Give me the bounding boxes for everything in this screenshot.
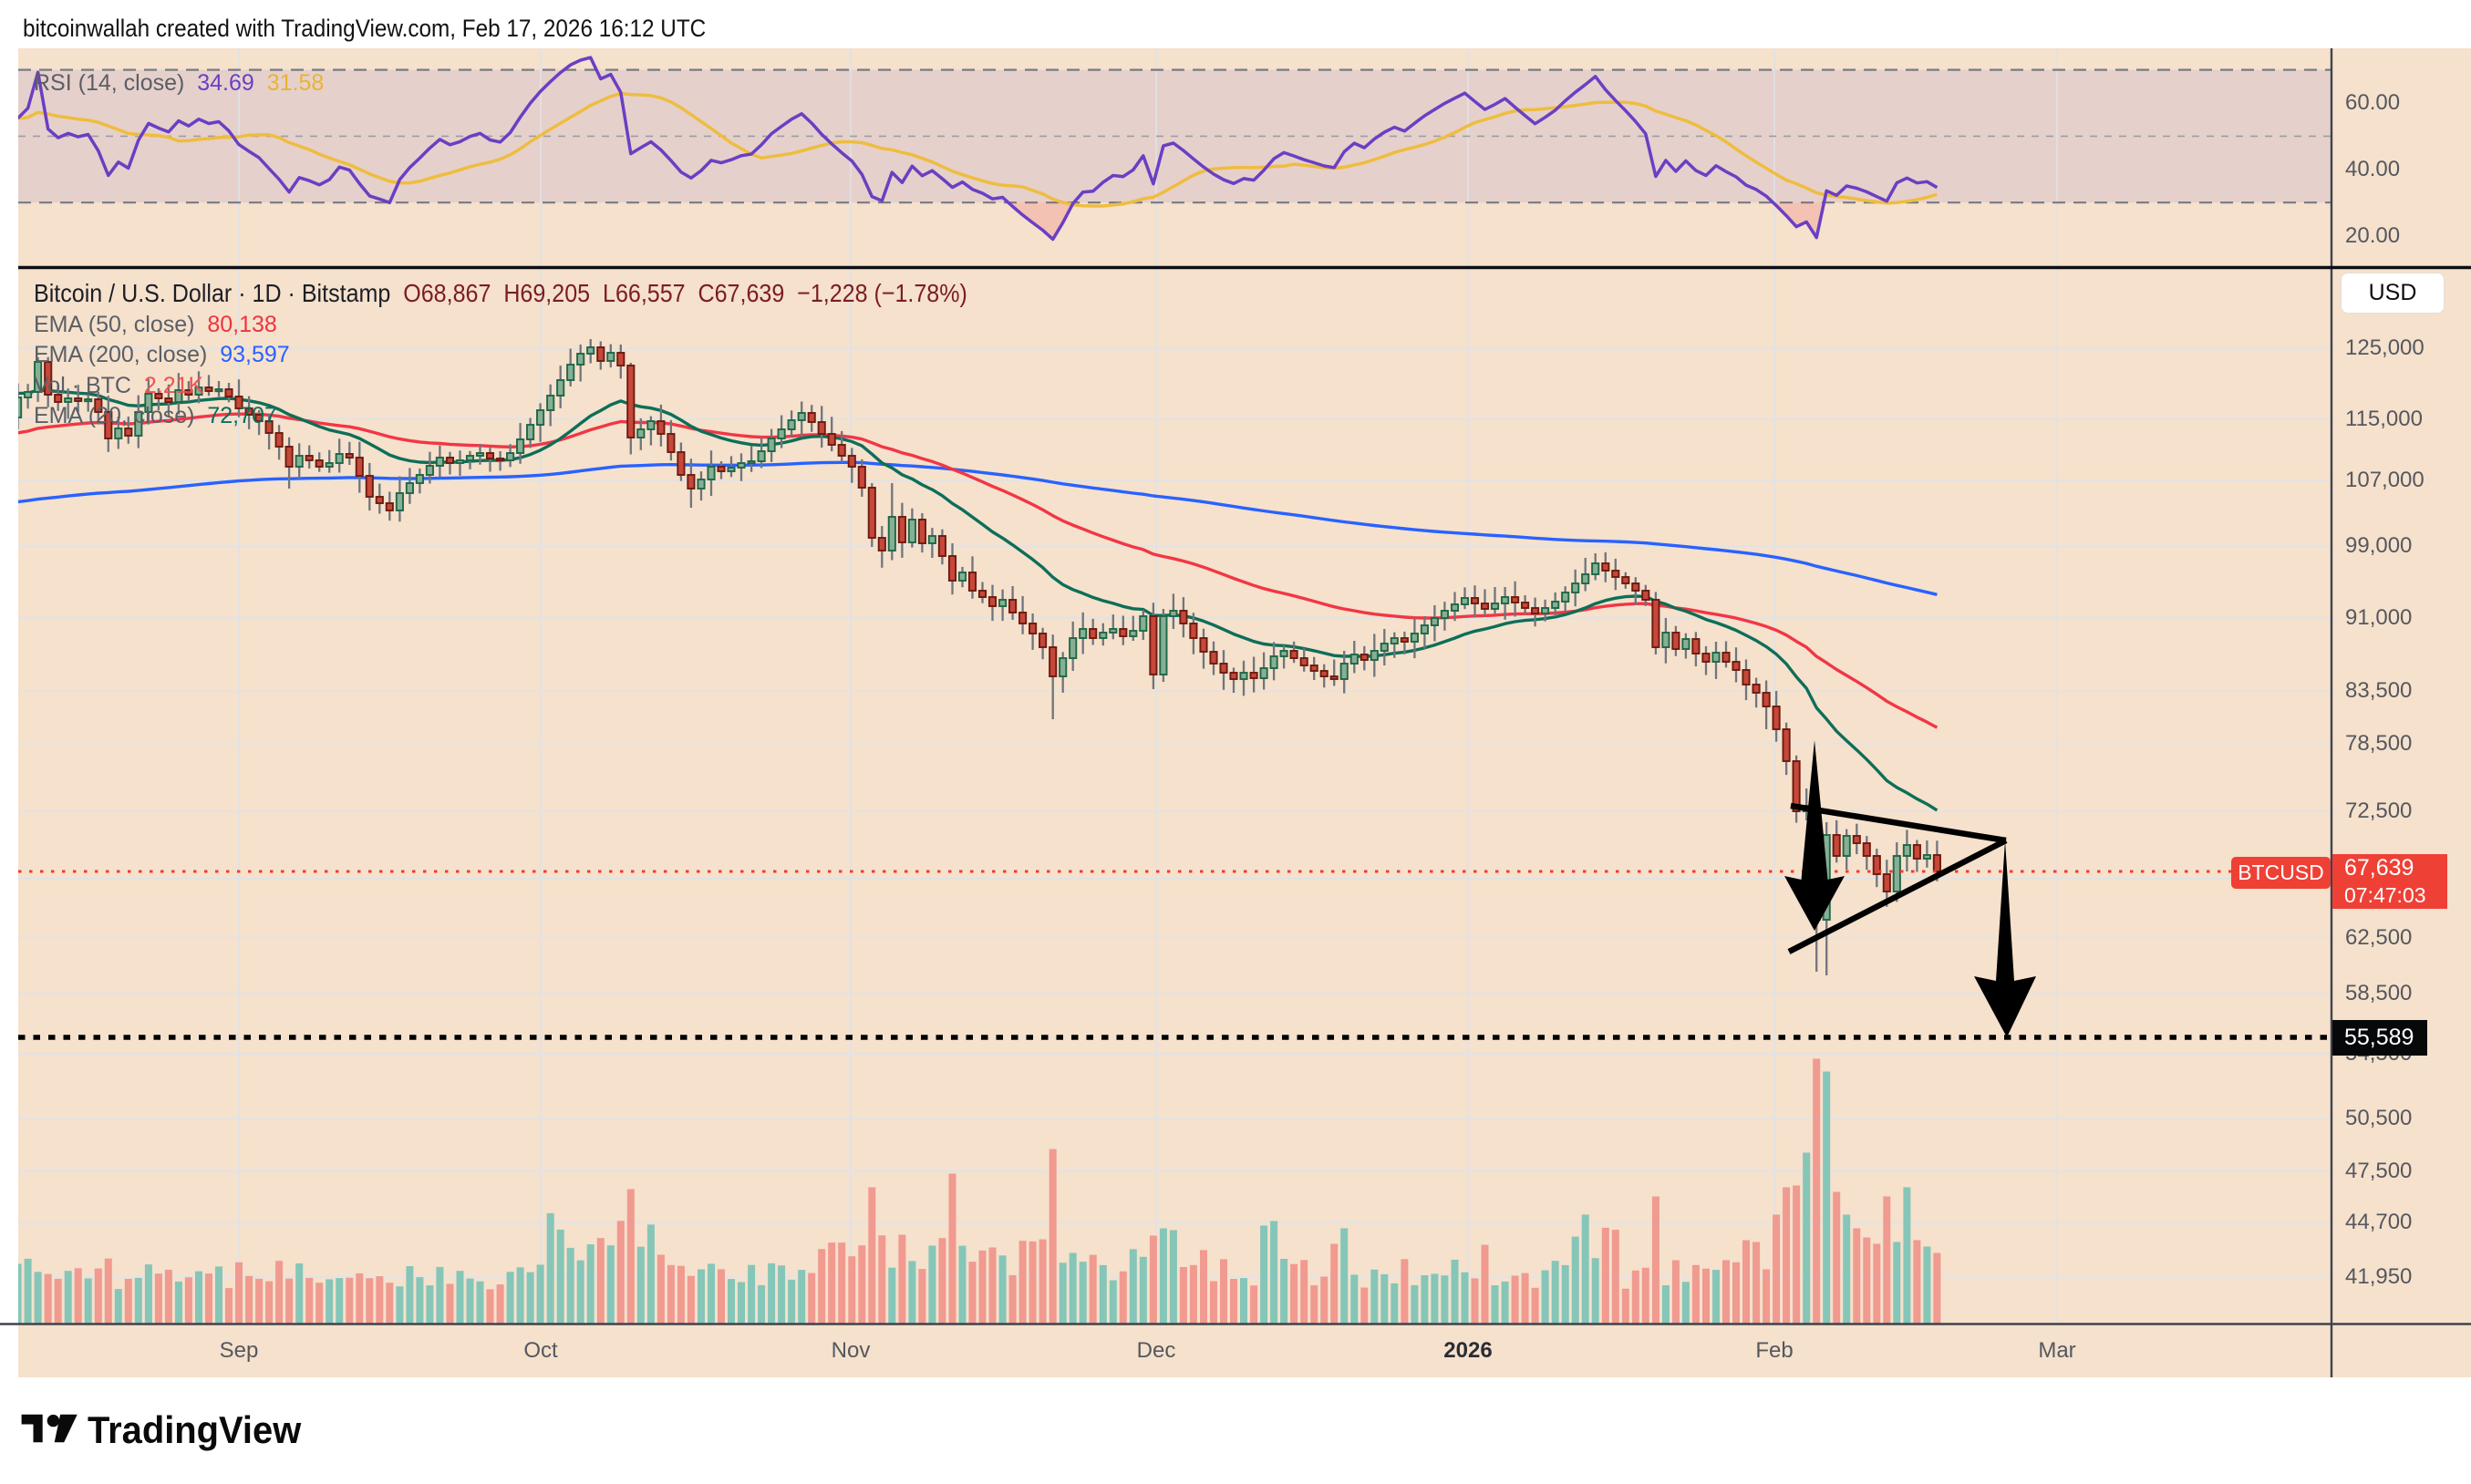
svg-text:TradingView: TradingView <box>88 1414 301 1451</box>
